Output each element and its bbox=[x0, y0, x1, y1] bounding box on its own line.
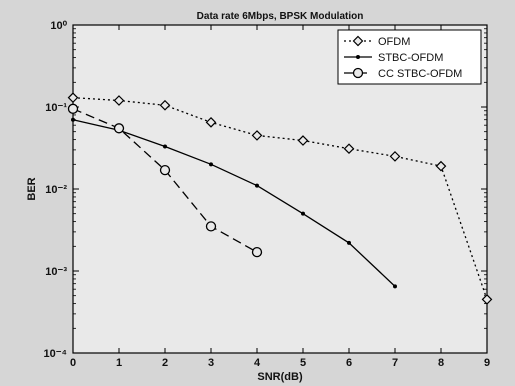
x-tick-label: 2 bbox=[162, 357, 168, 369]
legend-label-0: OFDM bbox=[378, 36, 410, 48]
x-tick-label: 9 bbox=[484, 357, 490, 369]
y-tick-label: 10⁰ bbox=[50, 20, 67, 32]
x-tick-label: 6 bbox=[346, 357, 352, 369]
series-1-point bbox=[301, 211, 305, 216]
series-1-point bbox=[255, 183, 259, 188]
x-tick-label: 0 bbox=[70, 357, 76, 369]
x-tick-label: 1 bbox=[116, 357, 122, 369]
series-2-point bbox=[113, 123, 125, 134]
series-0-point bbox=[343, 143, 355, 155]
series-0-point bbox=[205, 116, 217, 128]
y-tick-label: 10⁻⁴ bbox=[44, 348, 67, 360]
series-2-point bbox=[159, 164, 171, 176]
y-tick-label: 10⁻² bbox=[45, 184, 67, 196]
series-0-point bbox=[297, 135, 309, 146]
series-0-point bbox=[67, 92, 79, 104]
series-line-1 bbox=[72, 119, 396, 287]
series-1-point bbox=[393, 284, 397, 289]
series-1-point bbox=[71, 117, 75, 122]
legend-marker-1 bbox=[356, 55, 360, 59]
series-0-point bbox=[159, 99, 171, 111]
y-tick-label: 10⁻³ bbox=[45, 266, 67, 278]
x-tick-label: 3 bbox=[208, 357, 214, 369]
x-axis-title: SNR(dB) bbox=[257, 371, 303, 383]
series-0-point bbox=[389, 151, 401, 162]
series-0-point bbox=[481, 294, 493, 305]
legend: OFDM STBC-OFDM CC STBC-OFDM bbox=[337, 29, 482, 85]
series-0-point bbox=[435, 160, 447, 172]
legend-marker-2 bbox=[352, 67, 364, 79]
chart-title: Data rate 6Mbps, BPSK Modulation bbox=[197, 11, 364, 22]
series-2-point bbox=[251, 246, 263, 258]
legend-label-1: STBC-OFDM bbox=[378, 52, 443, 64]
series-1-point bbox=[209, 162, 213, 167]
x-tick-label: 5 bbox=[300, 357, 306, 369]
series-1-point bbox=[163, 144, 167, 149]
x-tick-label: 8 bbox=[438, 357, 444, 369]
series-0-point bbox=[113, 95, 125, 106]
series-1-point bbox=[347, 240, 351, 245]
legend-marker-0 bbox=[352, 35, 364, 47]
x-tick-label: 7 bbox=[392, 357, 398, 369]
y-tick-label: 10⁻¹ bbox=[45, 102, 67, 114]
series-layer bbox=[67, 92, 493, 305]
y-axis-title: BER bbox=[26, 177, 38, 200]
x-tick-label: 4 bbox=[254, 357, 261, 369]
series-2-point bbox=[67, 103, 79, 114]
legend-label-2: CC STBC-OFDM bbox=[378, 68, 462, 80]
series-2-point bbox=[205, 221, 217, 232]
series-0-point bbox=[251, 130, 263, 141]
axis-ticks: 0 1 2 3 4 5 6 7 8 9 10⁰ 10⁻¹ 10⁻² 10⁻³ 10⁻⁴ bbox=[44, 20, 491, 369]
